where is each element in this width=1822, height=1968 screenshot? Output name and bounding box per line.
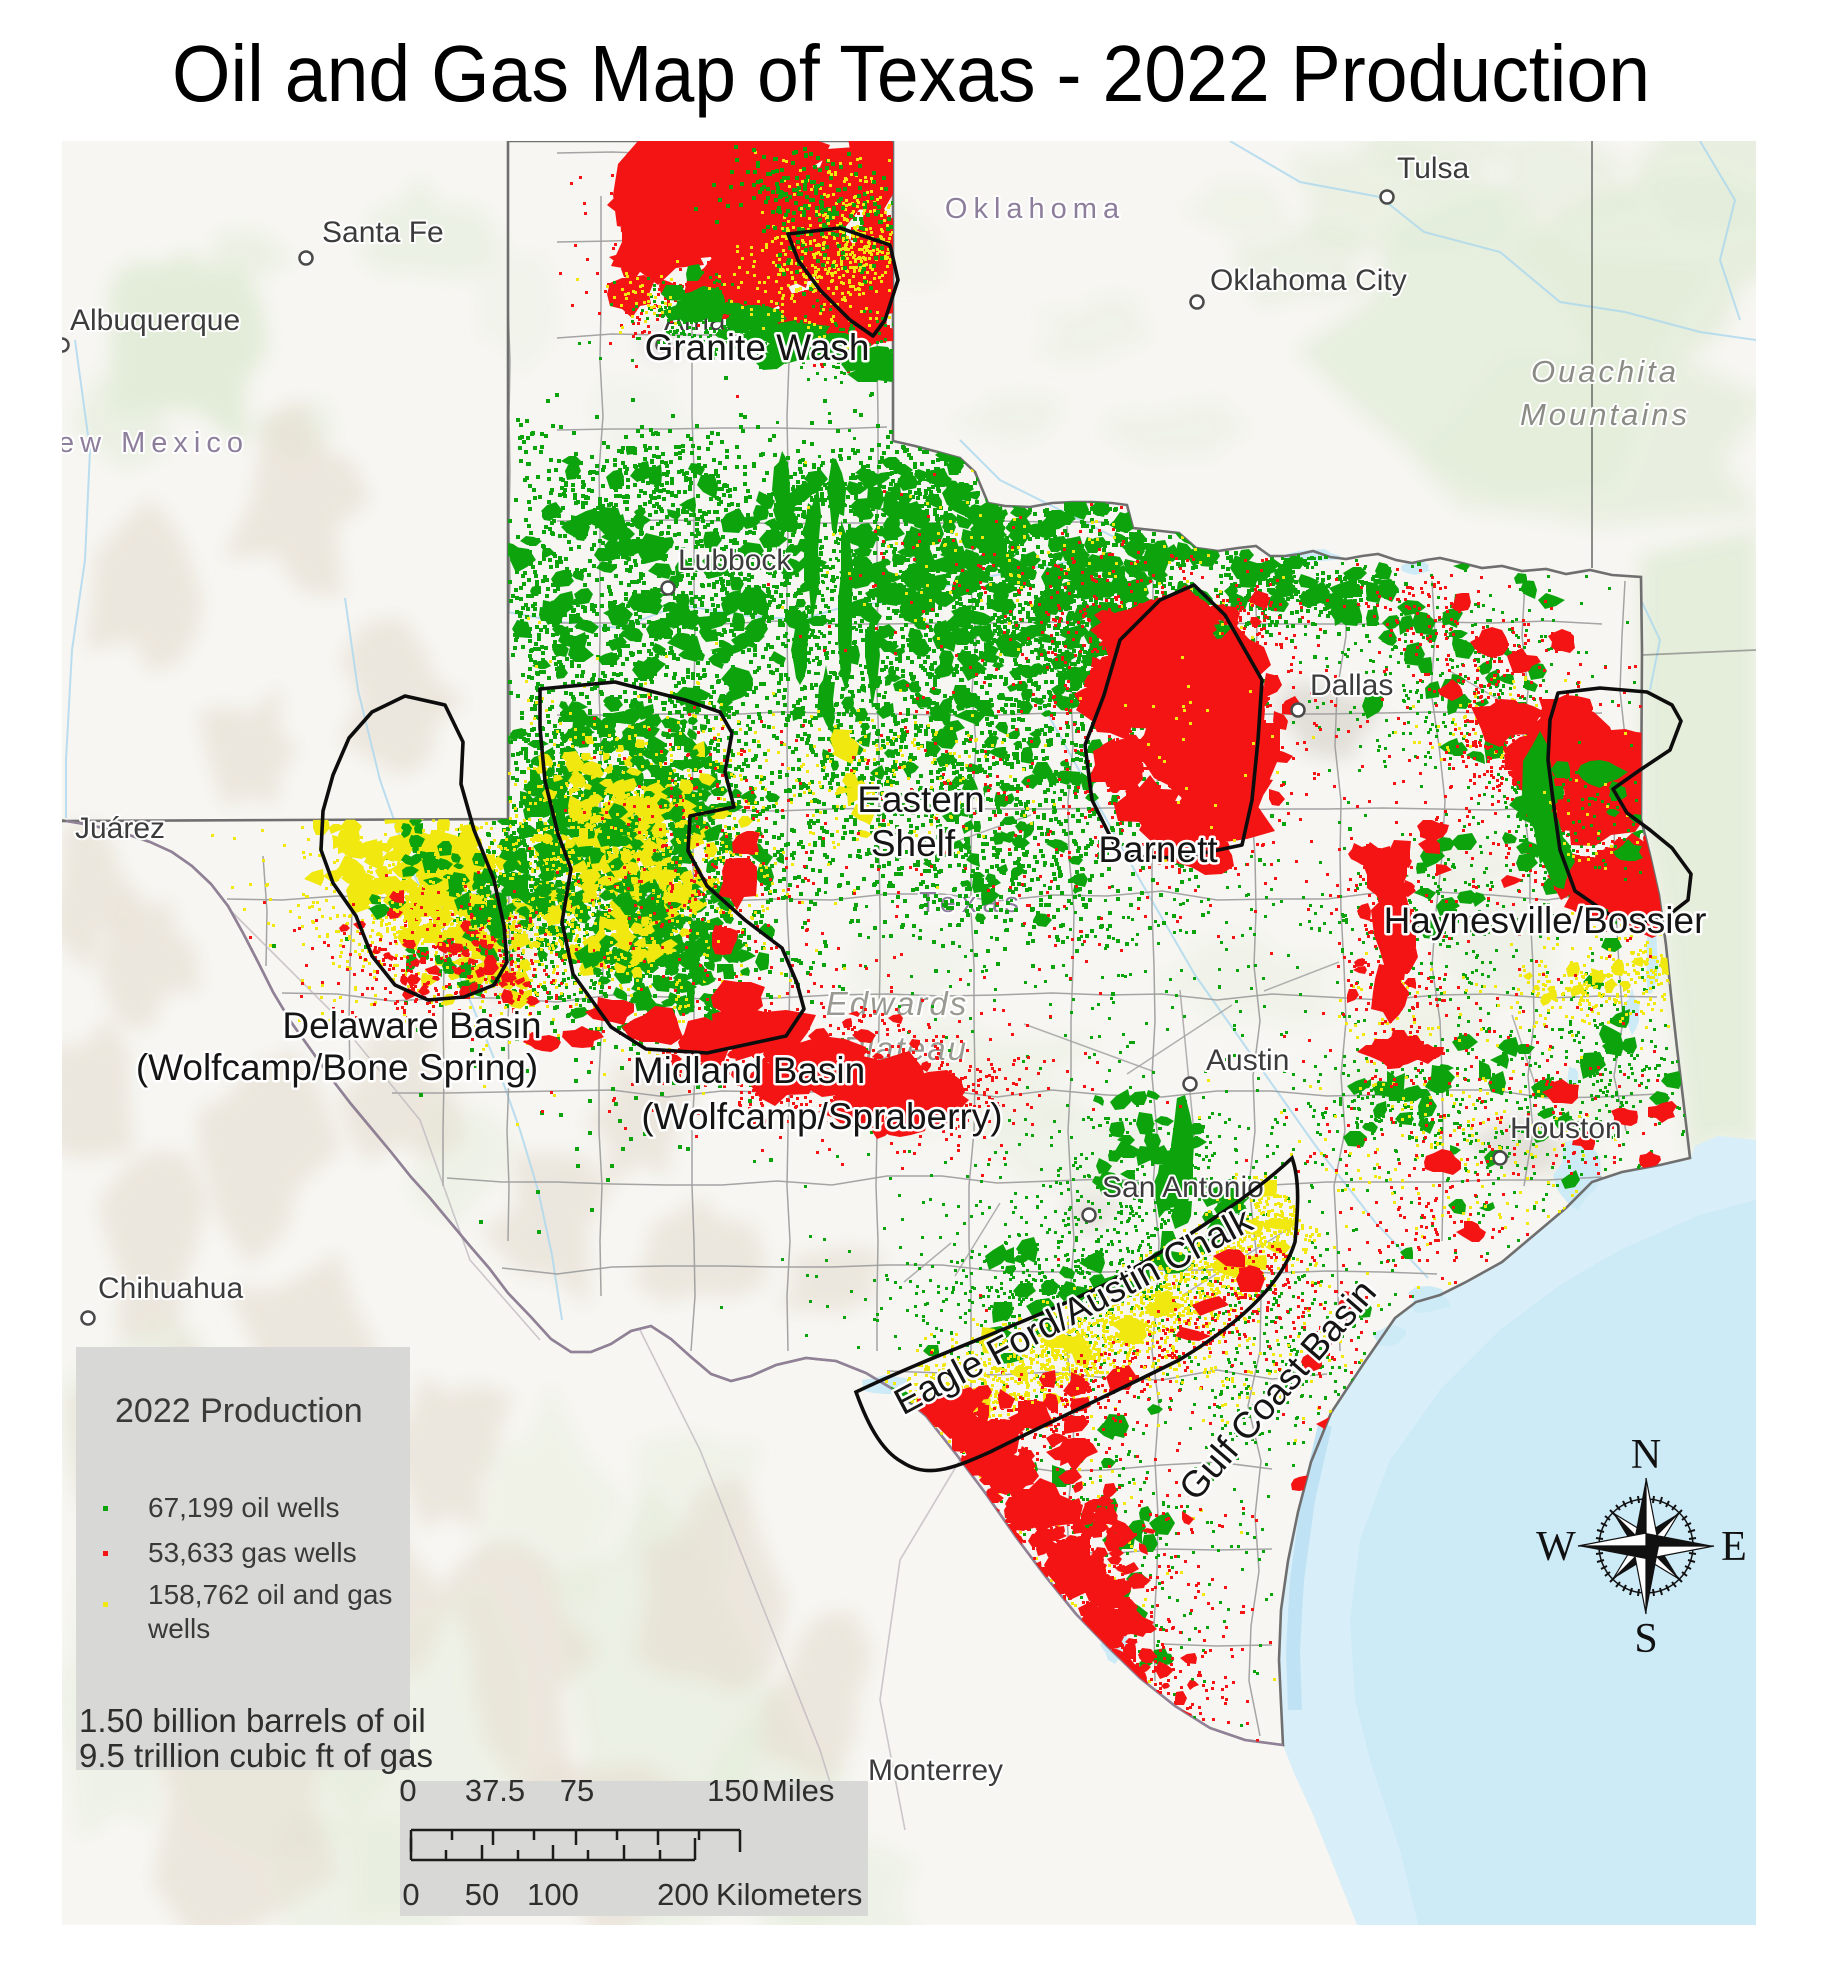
svg-text:Austin: Austin (1206, 1044, 1289, 1077)
svg-text:Eastern: Eastern (857, 779, 985, 820)
svg-text:53,633 gas wells: 53,633 gas wells (148, 1537, 357, 1568)
svg-text:Miles: Miles (762, 1773, 834, 1808)
svg-text:Delaware Basin: Delaware Basin (282, 1005, 541, 1046)
svg-text:S: S (1634, 1616, 1657, 1662)
svg-text:Granite Wash: Granite Wash (645, 327, 870, 368)
svg-text:E: E (1721, 1524, 1747, 1570)
svg-text:Juárez: Juárez (75, 812, 165, 845)
svg-text:Shelf: Shelf (871, 823, 956, 864)
svg-text:wells: wells (147, 1613, 210, 1644)
svg-text:W: W (1536, 1524, 1576, 1570)
svg-text:Monterrey: Monterrey (868, 1754, 1003, 1787)
svg-text:Chihuahua: Chihuahua (98, 1272, 243, 1305)
svg-text:(Wolfcamp/Spraberry): (Wolfcamp/Spraberry) (641, 1096, 1002, 1137)
svg-text:Oklahoma: Oklahoma (945, 193, 1125, 225)
svg-text:Kilometers: Kilometers (716, 1877, 862, 1912)
svg-text:158,762 oil and gas: 158,762 oil and gas (148, 1579, 392, 1610)
svg-text:Oil and Gas Map of Texas - 202: Oil and Gas Map of Texas - 2022 Producti… (172, 29, 1650, 118)
svg-text:Haynesville/Bossier: Haynesville/Bossier (1384, 900, 1707, 941)
svg-text:2022 Production: 2022 Production (115, 1392, 363, 1430)
svg-text:N: N (1631, 1432, 1661, 1478)
svg-text:0: 0 (402, 1877, 419, 1912)
svg-text:67,199 oil wells: 67,199 oil wells (148, 1492, 339, 1523)
svg-text:(Wolfcamp/Bone Spring): (Wolfcamp/Bone Spring) (136, 1047, 538, 1088)
svg-text:150: 150 (707, 1773, 759, 1808)
svg-text:Midland Basin: Midland Basin (633, 1050, 865, 1091)
svg-text:Santa Fe: Santa Fe (322, 216, 444, 249)
svg-text:200: 200 (657, 1877, 709, 1912)
svg-text:Houston: Houston (1510, 1112, 1622, 1145)
svg-text:75: 75 (560, 1773, 594, 1808)
svg-text:0: 0 (399, 1773, 416, 1808)
svg-text:New Mexico: New Mexico (31, 427, 249, 459)
svg-text:Dallas: Dallas (1310, 669, 1393, 702)
svg-text:50: 50 (465, 1877, 499, 1912)
svg-text:Mountains: Mountains (1520, 397, 1690, 432)
svg-text:Lubbock: Lubbock (678, 544, 792, 577)
svg-text:Ouachita: Ouachita (1531, 354, 1679, 389)
svg-text:100: 100 (527, 1877, 579, 1912)
svg-text:Tulsa: Tulsa (1397, 152, 1470, 185)
svg-text:1.50 billion barrels of oil: 1.50 billion barrels of oil (79, 1702, 426, 1739)
svg-text:Barnett: Barnett (1098, 829, 1218, 870)
svg-text:Albuquerque: Albuquerque (70, 304, 240, 337)
svg-text:37.5: 37.5 (465, 1773, 525, 1808)
svg-text:Oklahoma City: Oklahoma City (1210, 264, 1407, 297)
svg-text:9.5 trillion cubic ft of gas: 9.5 trillion cubic ft of gas (79, 1737, 433, 1774)
